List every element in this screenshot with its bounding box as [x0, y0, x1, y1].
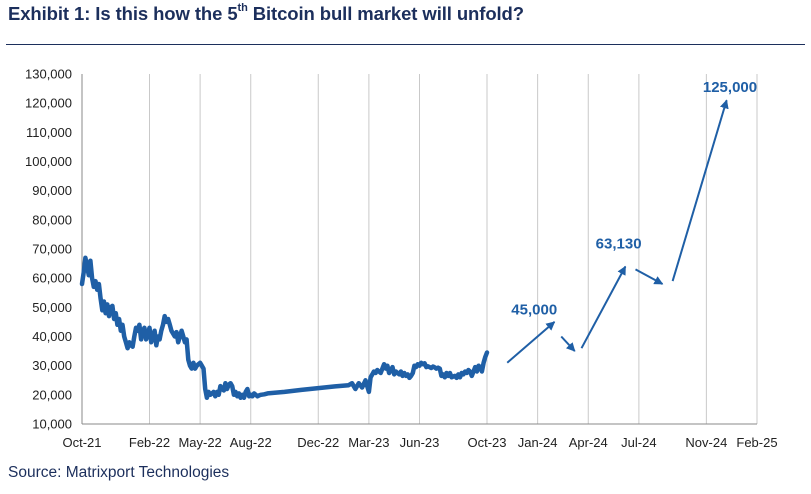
y-tick-label: 70,000: [32, 242, 72, 257]
y-tick-label: 50,000: [32, 300, 72, 315]
projection-arrows: [506, 99, 729, 364]
y-tick-label: 100,000: [25, 154, 72, 169]
y-tick-label: 130,000: [25, 67, 72, 82]
annotation-label: 45,000: [511, 302, 557, 319]
bitcoin-price-chart: 10,000 20,000 30,000 40,000 50,000 60,000 70,0…: [25, 67, 778, 451]
title-suffix: Bitcoin bull market will unfold?: [247, 3, 524, 24]
x-tick-label: Nov-24: [685, 435, 727, 450]
y-tick-label: 30,000: [32, 358, 72, 373]
y-tick-label: 90,000: [32, 183, 72, 198]
y-tick-label: 20,000: [32, 387, 72, 402]
series-line-bitcoin-price: [79, 255, 490, 401]
projection-arrow-3: [580, 265, 627, 349]
x-tick-label: Feb-25: [736, 435, 777, 450]
y-tick-label: 60,000: [32, 271, 72, 286]
annotation-label: 125,000: [703, 79, 757, 96]
projection-arrow-1: [506, 321, 556, 364]
annotation-label: 63,130: [596, 235, 642, 252]
title-prefix: Exhibit 1: Is this how the 5: [8, 3, 238, 24]
x-tick-label: Aug-22: [230, 435, 272, 450]
title-divider: [6, 44, 805, 45]
price-series: [79, 255, 490, 401]
projection-arrow-4: [635, 268, 664, 285]
title-superscript: th: [237, 1, 248, 14]
x-tick-label: Apr-24: [569, 435, 608, 450]
projection-arrow-2: [560, 335, 576, 352]
x-tick-label: Oct-23: [467, 435, 506, 450]
y-tick-label: 10,000: [32, 417, 72, 432]
x-axis-tick-labels: Oct-21 Feb-22 May-22 Aug-22 Dec-22 Mar-23 Jun-…: [62, 435, 777, 450]
x-tick-label: Jan-24: [518, 435, 558, 450]
x-tick-label: Dec-22: [297, 435, 339, 450]
x-tick-label: Feb-22: [129, 435, 170, 450]
x-tick-label: Oct-21: [62, 435, 101, 450]
price-annotations: 45,000 63,130 125,000: [511, 79, 757, 319]
y-axis-tick-labels: 10,000 20,000 30,000 40,000 50,000 60,000 70,0…: [25, 67, 72, 432]
projection-arrow-5: [671, 99, 729, 282]
axes: [81, 74, 757, 425]
source-note: Source: Matrixport Technologies: [8, 464, 230, 481]
y-tick-label: 110,000: [26, 125, 72, 140]
x-tick-label: Mar-23: [348, 435, 389, 450]
chart-title: Exhibit 1: Is this how the 5th Bitcoin b…: [8, 1, 524, 25]
vertical-gridlines: [81, 74, 758, 424]
y-tick-label: 120,000: [25, 96, 72, 111]
y-tick-label: 40,000: [32, 329, 72, 344]
x-tick-label: May-22: [178, 435, 221, 450]
x-tick-label: Jul-24: [621, 435, 656, 450]
y-tick-label: 80,000: [32, 212, 72, 227]
x-tick-label: Jun-23: [400, 435, 440, 450]
